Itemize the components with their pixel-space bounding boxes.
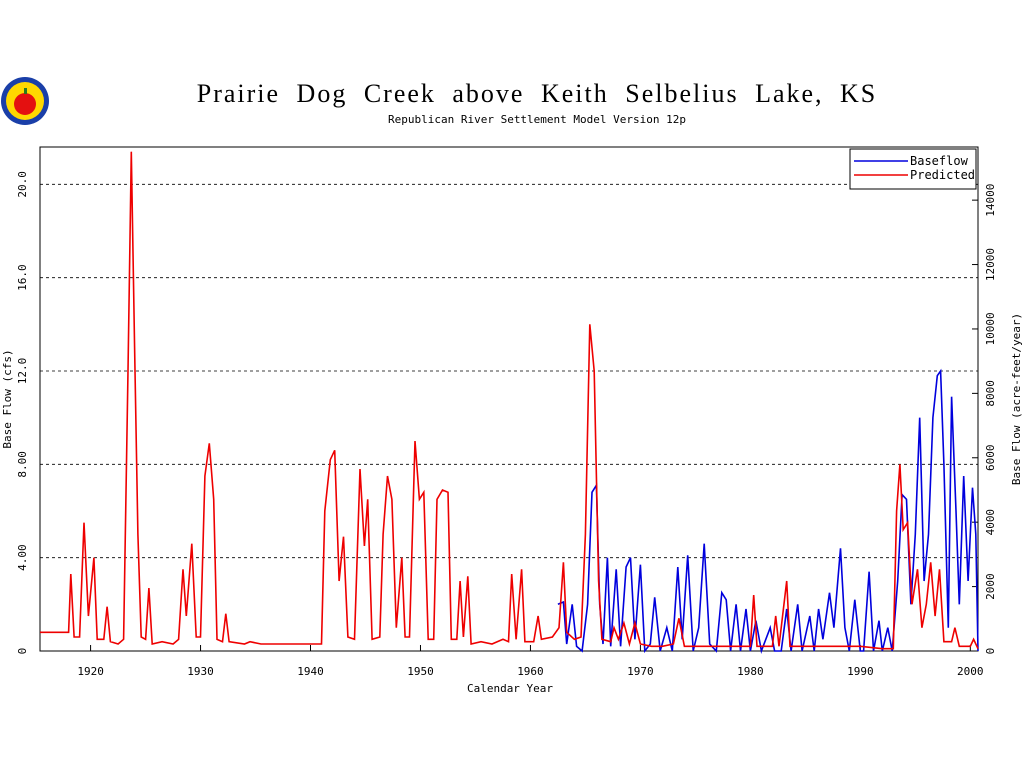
logo	[1, 77, 49, 125]
x-tick-label: 2000	[957, 665, 984, 678]
x-tick-label: 1970	[627, 665, 654, 678]
x-tick-label: 1950	[407, 665, 434, 678]
y2-tick-label: 14000	[984, 184, 997, 217]
chart-subtitle: Republican River Settlement Model Versio…	[388, 113, 686, 126]
series-line	[40, 151, 979, 650]
y2-tick-label: 0	[984, 648, 997, 655]
y2-tick-label: 4000	[984, 509, 997, 536]
y2-tick-label: 8000	[984, 380, 997, 407]
y-axis-label: Base Flow (cfs)	[1, 349, 14, 448]
y-tick-label: 0	[16, 648, 29, 655]
y2-tick-label: 10000	[984, 312, 997, 345]
y2-tick-label: 6000	[984, 445, 997, 472]
x-tick-label: 1920	[77, 665, 104, 678]
y-tick-label: 8.00	[16, 451, 29, 478]
y-tick-label: 16.0	[16, 264, 29, 291]
y2-tick-label: 2000	[984, 573, 997, 600]
chart-title: Prairie Dog Creek above Keith Selbelius …	[197, 79, 878, 108]
legend-label: Predicted	[910, 168, 975, 182]
x-tick-label: 1980	[737, 665, 764, 678]
plot-frame	[39, 146, 979, 652]
x-tick-label: 1930	[187, 665, 214, 678]
series-line	[557, 368, 979, 654]
legend-label: Baseflow	[910, 154, 969, 168]
x-tick-label: 1960	[517, 665, 544, 678]
x-axis-label: Calendar Year	[467, 682, 553, 695]
x-tick-label: 1990	[847, 665, 874, 678]
legend-box	[849, 148, 977, 190]
y-tick-label: 4.00	[16, 544, 29, 571]
y2-axis-label: Base Flow (acre-feet/year)	[1010, 313, 1023, 485]
x-tick-label: 1940	[297, 665, 324, 678]
y-tick-label: 12.0	[16, 358, 29, 385]
y-tick-label: 20.0	[16, 171, 29, 198]
y2-tick-label: 12000	[984, 248, 997, 281]
